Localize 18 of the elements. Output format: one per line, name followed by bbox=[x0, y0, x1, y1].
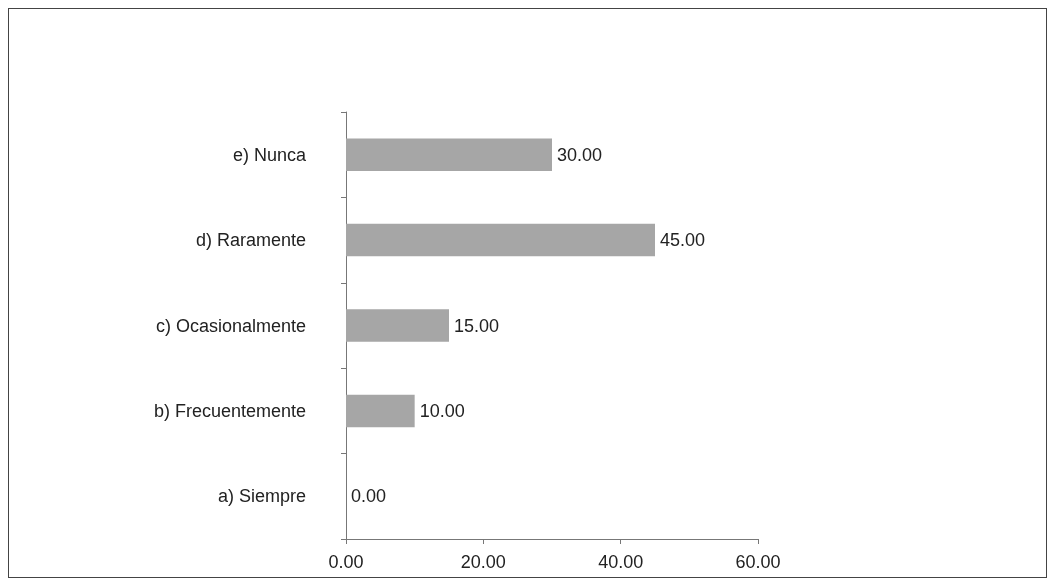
y-tick-label: e) Nunca bbox=[232, 144, 307, 165]
data-label: 30.00 bbox=[557, 144, 603, 165]
bar bbox=[346, 138, 552, 171]
data-label: 10.00 bbox=[419, 400, 465, 421]
y-tick-label: d) Raramente bbox=[195, 230, 306, 251]
y-tick-label: b) Frecuentemente bbox=[153, 400, 306, 421]
x-tick-label: 40.00 bbox=[598, 552, 644, 572]
x-tick-label: 60.00 bbox=[735, 552, 781, 572]
y-tick-label: a) Siempre bbox=[217, 486, 306, 507]
bar bbox=[346, 309, 449, 342]
x-tick-label: 20.00 bbox=[460, 552, 506, 572]
data-label: 0.00 bbox=[351, 486, 387, 507]
data-label: 45.00 bbox=[660, 230, 706, 251]
data-label: 15.00 bbox=[454, 315, 500, 336]
y-tick-label: c) Ocasionalmente bbox=[155, 315, 306, 336]
bar bbox=[346, 223, 655, 257]
x-tick-label: 0.00 bbox=[328, 552, 364, 572]
bar bbox=[346, 394, 415, 428]
